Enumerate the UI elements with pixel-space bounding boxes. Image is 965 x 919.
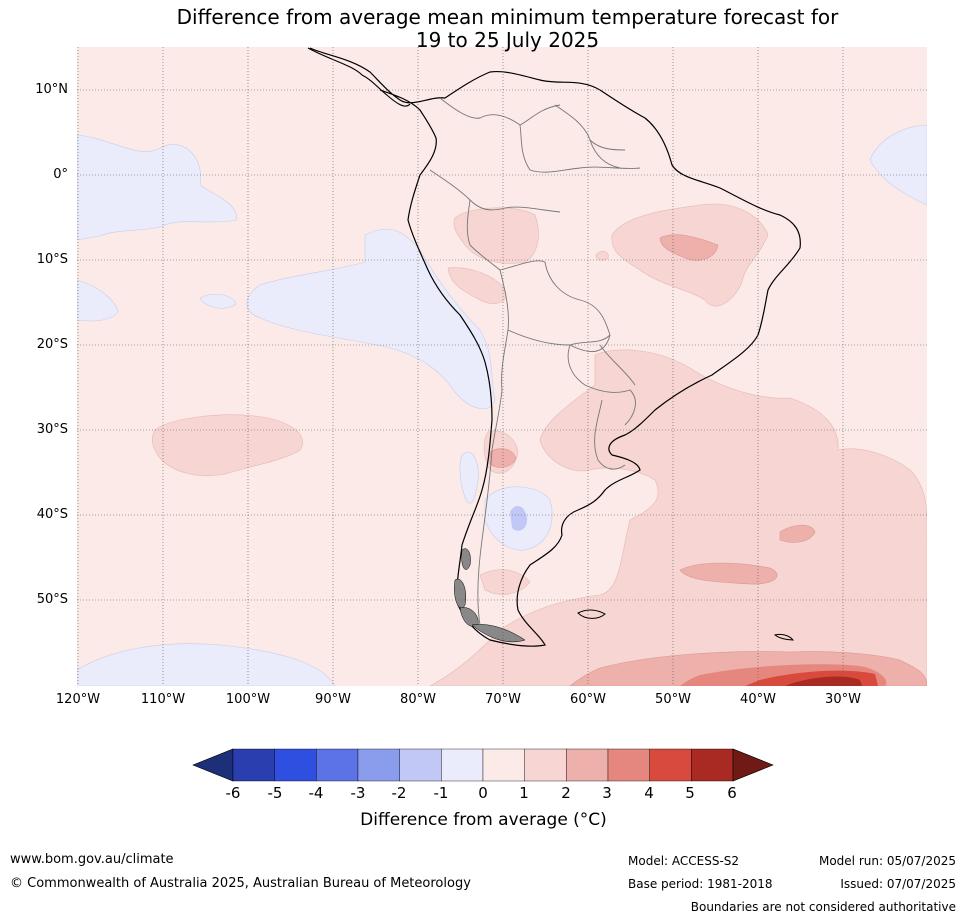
- colorbar-segment: [441, 748, 484, 782]
- colorbar-segment: [607, 748, 650, 782]
- cool-anomaly-core: [510, 506, 528, 531]
- lon-label-70w: 70°W: [485, 692, 521, 707]
- colorbar-tick: -2: [391, 784, 407, 802]
- colorbar-tick: 0: [478, 784, 488, 802]
- lat-label-10s: 10°S: [36, 252, 68, 267]
- colorbar-segment: [649, 748, 692, 782]
- lat-label-40s: 40°S: [36, 507, 68, 522]
- website-link[interactable]: www.bom.gov.au/climate: [10, 852, 174, 867]
- map-title-line-2: 19 to 25 July 2025: [415, 28, 600, 52]
- colorbar-tick: 1: [519, 784, 529, 802]
- colorbar-tick: -4: [308, 784, 324, 802]
- south-georgia: [773, 633, 795, 641]
- colorbar-segment: [316, 748, 359, 782]
- lon-label-100w: 100°W: [225, 692, 271, 707]
- colorbar-segment: [232, 748, 275, 782]
- lon-label-40w: 40°W: [740, 692, 776, 707]
- colorbar-tick: 2: [561, 784, 571, 802]
- issued-date: Issued: 07/07/2025: [840, 877, 956, 891]
- central-america-coastline: [307, 47, 411, 107]
- colorbar-over-arrow: [732, 748, 774, 782]
- colorbar-segment: [524, 748, 567, 782]
- graticule: [77, 47, 927, 686]
- colorbar-tick: -3: [350, 784, 366, 802]
- cool-anomaly-regions: [77, 124, 927, 686]
- lat-label-30s: 30°S: [36, 422, 68, 437]
- model-run-date: Model run: 05/07/2025: [818, 854, 956, 868]
- lat-label-50s: 50°S: [36, 592, 68, 607]
- map-title-line-1: Difference from average mean minimum tem…: [176, 5, 839, 29]
- lat-label-equator: 0°: [53, 167, 68, 182]
- colorbar-segment: [274, 748, 317, 782]
- south-america-coastline: [309, 47, 801, 647]
- copyright-text: © Commonwealth of Australia 2025, Austra…: [10, 876, 471, 891]
- lat-label-20s: 20°S: [36, 337, 68, 352]
- colorbar-under-arrow: [192, 748, 234, 782]
- colorbar-label: Difference from average (°C): [360, 810, 607, 830]
- colorbar-tick: 3: [602, 784, 612, 802]
- colorbar-segment: [399, 748, 442, 782]
- colorbar-segment: [357, 748, 400, 782]
- lon-label-50w: 50°W: [655, 692, 691, 707]
- lon-label-120w: 120°W: [55, 692, 101, 707]
- colorbar-tick: 5: [685, 784, 695, 802]
- colorbar: [192, 748, 774, 782]
- base-period: Base period: 1981-2018: [628, 877, 773, 891]
- chilean-archipelago: [454, 548, 526, 643]
- colorbar-segment: [566, 748, 609, 782]
- lon-label-80w: 80°W: [400, 692, 436, 707]
- boundaries-disclaimer: Boundaries are not considered authoritat…: [690, 900, 956, 914]
- colorbar-tick: -1: [433, 784, 449, 802]
- falkland-islands: [577, 609, 606, 619]
- colorbar-segment: [691, 748, 734, 782]
- colorbar-tick: -5: [267, 784, 283, 802]
- lon-label-90w: 90°W: [315, 692, 351, 707]
- model-name: Model: ACCESS-S2: [628, 854, 740, 868]
- lon-label-30w: 30°W: [825, 692, 861, 707]
- lat-label-10n: 10°N: [35, 82, 68, 97]
- country-borders: [429, 97, 641, 626]
- colorbar-tick: -6: [225, 784, 241, 802]
- lon-label-110w: 110°W: [140, 692, 186, 707]
- colorbar-tick: 6: [727, 784, 737, 802]
- colorbar-tick: 4: [644, 784, 654, 802]
- colorbar-segment: [482, 748, 525, 782]
- lon-label-60w: 60°W: [570, 692, 606, 707]
